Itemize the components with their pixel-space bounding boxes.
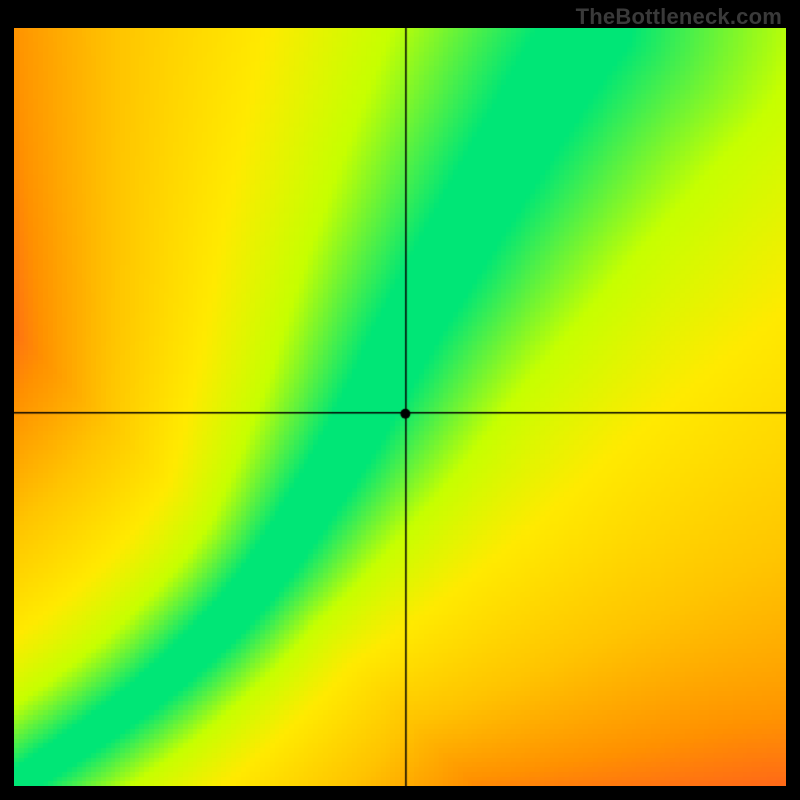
chart-container: TheBottleneck.com: [0, 0, 800, 800]
watermark-text: TheBottleneck.com: [576, 4, 782, 30]
bottleneck-heatmap: [14, 28, 786, 786]
